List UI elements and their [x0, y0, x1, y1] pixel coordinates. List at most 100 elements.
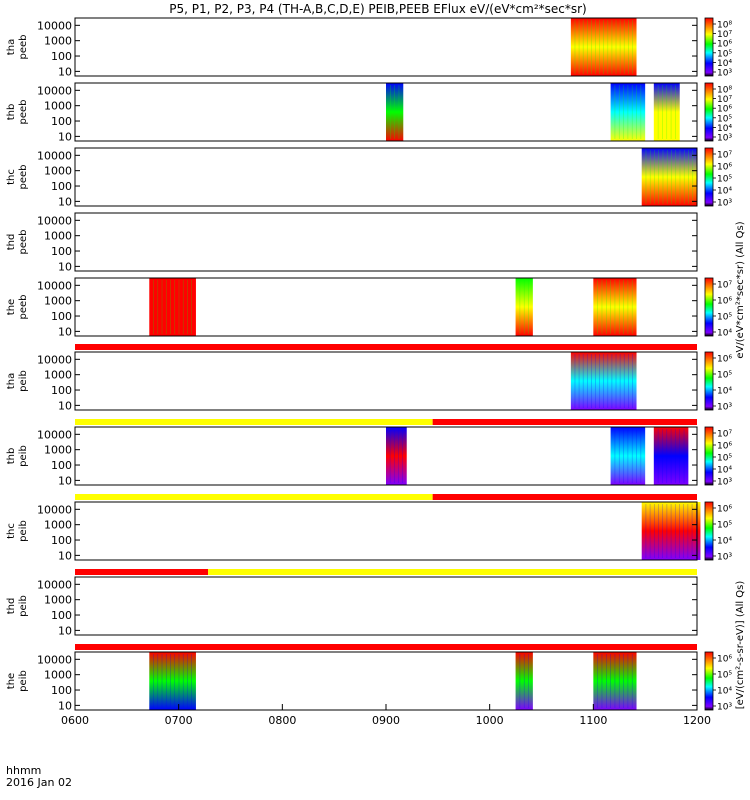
- y-tick-label: 10000: [37, 19, 72, 32]
- colorbar: [704, 277, 714, 337]
- panel-thc-peeb: 10 100 1000 10000 thc peeb 10⁷ 10⁶ 10⁵ 10⁴ 10³: [6, 147, 732, 209]
- colorbar-tick-label: 10⁸: [717, 86, 732, 96]
- y-tick-label: 10000: [37, 503, 72, 516]
- panel-label-probe: the: [6, 299, 17, 315]
- colorbar-tick-label: 10⁴: [717, 59, 732, 69]
- y-tick-label: 100: [51, 115, 72, 128]
- x-tick-label: 0700: [165, 714, 193, 727]
- colorbar-tick-label: 10⁷: [717, 430, 732, 440]
- y-tick-label: 1000: [44, 369, 72, 382]
- y-tick-label: 10: [58, 65, 72, 78]
- spectrogram-block: [641, 502, 701, 560]
- panel-the-peeb: 10 100 1000 10000 the peeb 10⁷ 10⁶ 10⁵ 10⁴: [6, 277, 732, 339]
- panel-thd-peeb: 10 100 1000 10000 thd peeb: [6, 212, 698, 273]
- y-tick-label: 100: [51, 609, 72, 622]
- x-tick-label: 0800: [268, 714, 296, 727]
- y-tick-label: 1000: [44, 230, 72, 243]
- colorbar-tick-label: 10³: [717, 553, 732, 563]
- panel-label-product: peeb: [18, 165, 29, 190]
- colorbar-tick-label: 10⁵: [717, 175, 732, 185]
- colorbar: [704, 147, 714, 207]
- y-tick-label: 1000: [44, 519, 72, 532]
- colorbar-tick-label: 10⁵: [717, 49, 732, 59]
- panel-frame: [74, 82, 698, 142]
- panel-the-peib: 10 100 1000 10000 the peib 10⁶ 10⁵ 10⁴ 10³: [6, 644, 732, 713]
- panel-label-product: peib: [18, 520, 29, 542]
- spectrogram-block: [149, 278, 196, 336]
- spectrogram-block: [386, 83, 404, 141]
- colorbar-tick-label: 10³: [717, 134, 732, 144]
- spectrogram-block: [386, 427, 407, 485]
- y-tick-label: 10000: [37, 353, 72, 366]
- x-tick-label: 0600: [61, 714, 89, 727]
- colorbar-tick-label: 10⁸: [717, 21, 732, 31]
- spectrogram-block: [593, 652, 637, 710]
- date-label: 2016 Jan 02: [6, 776, 72, 789]
- panel-frame: [74, 212, 698, 272]
- panel-frame: [74, 17, 698, 77]
- colorbar-tick-label: 10⁷: [717, 281, 732, 291]
- panel-frame: [74, 277, 698, 337]
- y-tick-label: 1000: [44, 35, 72, 48]
- x-axis-label: hhmm: [6, 764, 41, 777]
- y-tick-label: 10000: [37, 149, 72, 162]
- colorbar-tick-label: 10⁵: [717, 371, 732, 381]
- y-tick-label: 1000: [44, 295, 72, 308]
- spectrogram-block: [570, 352, 637, 410]
- y-tick-label: 10: [58, 624, 72, 637]
- y-tick-label: 1000: [44, 165, 72, 178]
- colorbar-tick-label: 10³: [717, 199, 732, 209]
- colorbar-tick-label: 10⁷: [717, 95, 732, 105]
- panel-label-probe: the: [6, 673, 17, 689]
- colorbar-tick-label: 10⁴: [717, 329, 732, 339]
- x-axis: 0600 0700 0800 0900 1000 1100 1200: [61, 704, 711, 727]
- status-bar-segment: [75, 344, 697, 350]
- panel-label-probe: tha: [6, 39, 17, 55]
- panel-label-probe: tha: [6, 373, 17, 389]
- panel-label-product: peib: [18, 445, 29, 467]
- colorbar-tick-label: 10⁷: [717, 30, 732, 40]
- colorbar-tick-label: 10⁶: [717, 505, 732, 515]
- colorbar-tick-label: 10³: [717, 478, 732, 488]
- panel-label-probe: thd: [6, 234, 17, 251]
- x-tick-label: 1100: [579, 714, 607, 727]
- y-tick-label: 10: [58, 549, 72, 562]
- y-tick-label: 10: [58, 195, 72, 208]
- status-bar-segment: [75, 569, 209, 575]
- colorbar-tick-label: 10⁶: [717, 297, 732, 307]
- colorbar-tick-label: 10⁶: [717, 655, 732, 665]
- spectrogram-block: [570, 18, 637, 76]
- y-tick-label: 1000: [44, 100, 72, 113]
- y-tick-label: 10000: [37, 653, 72, 666]
- panel-tha-peib: 10 100 1000 10000 tha peib 10⁶ 10⁵ 10⁴ 10³: [6, 344, 732, 413]
- spectrogram-block: [515, 278, 533, 336]
- x-tick-label: 1200: [683, 714, 711, 727]
- status-bar-segment: [208, 569, 698, 575]
- colorbar-tick-label: 10⁶: [717, 442, 732, 452]
- y-tick-label: 100: [51, 384, 72, 397]
- y-tick-label: 100: [51, 245, 72, 258]
- y-tick-label: 10000: [37, 214, 72, 227]
- panel-label-product: peeb: [18, 295, 29, 320]
- colorbar-tick-label: 10⁷: [717, 151, 732, 161]
- colorbar-tick-label: 10⁶: [717, 40, 732, 50]
- spectrogram-block: [653, 427, 689, 485]
- y-tick-label: 1000: [44, 444, 72, 457]
- y-tick-label: 10000: [37, 279, 72, 292]
- colorbar-tick-label: 10⁶: [717, 163, 732, 173]
- y-tick-label: 10: [58, 325, 72, 338]
- spectrogram-block: [515, 652, 533, 710]
- colorbar-units-electron: eV/(eV*cm²*sec*sr) (All Qs): [735, 221, 746, 358]
- status-bar-segment: [432, 494, 697, 500]
- panel-label-product: peib: [18, 670, 29, 692]
- colorbar-tick-label: 10⁵: [717, 114, 732, 124]
- colorbar-units-ion: [eV/(cm²-s-sr-eV)] (All Qs): [735, 581, 746, 710]
- panel-thd-peib: 10 100 1000 10000 thd peib: [6, 569, 698, 637]
- figure-title: P5, P1, P2, P3, P4 (TH-A,B,C,D,E) PEIB,P…: [169, 2, 586, 16]
- colorbar-tick-label: 10⁴: [717, 466, 732, 476]
- panel-label-probe: thb: [6, 448, 17, 465]
- colorbar-tick-label: 10³: [717, 69, 732, 79]
- colorbar: [704, 17, 714, 77]
